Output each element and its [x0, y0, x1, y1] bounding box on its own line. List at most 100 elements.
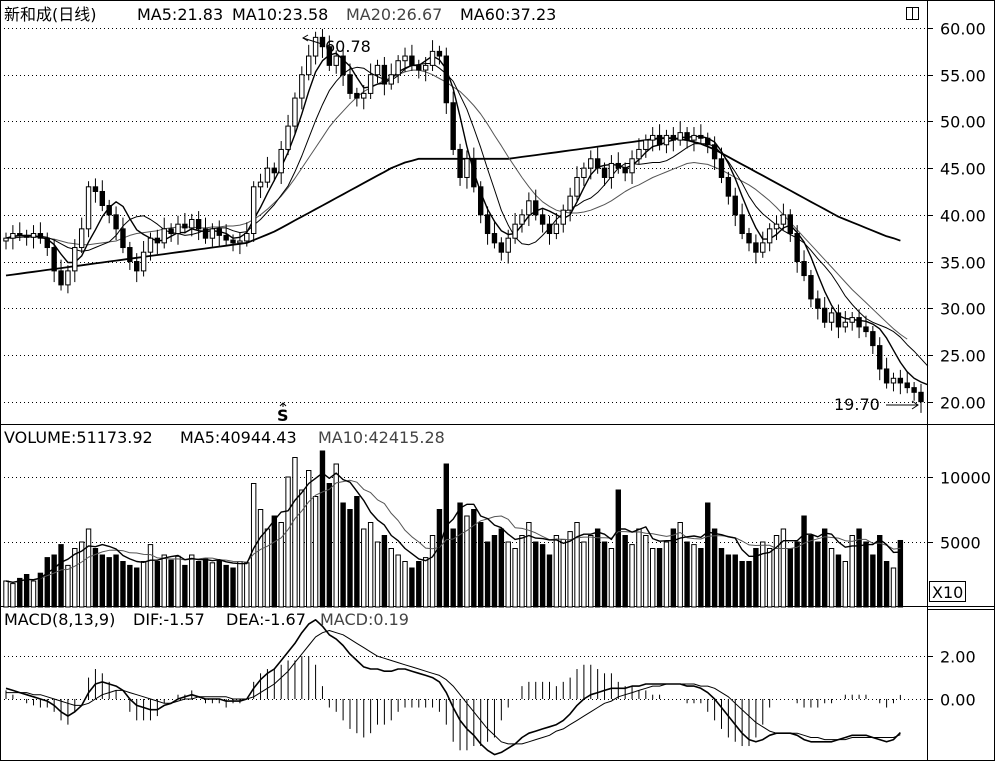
window-toggle-icon[interactable]: [906, 7, 919, 20]
candle-up: [85, 186, 92, 230]
macd-tick-label: 0.00: [940, 691, 976, 710]
candle-down: [656, 134, 663, 146]
candle-down: [202, 228, 209, 239]
volume-bar-down: [856, 528, 862, 608]
candle-up: [306, 55, 312, 76]
volume-bar-down: [725, 554, 732, 608]
candle-down: [732, 195, 738, 216]
candle-up: [244, 233, 250, 242]
macd-header-dea: DEA:-1.67: [226, 610, 306, 629]
price-tick-label: 55.00: [940, 67, 986, 86]
candle-up: [649, 134, 656, 141]
volume-bar-up: [244, 562, 250, 608]
volume-bar-up: [395, 554, 401, 608]
candle-down: [897, 377, 904, 384]
candle-up: [567, 195, 573, 211]
volume-bar-up: [374, 541, 381, 608]
volume-tick-label: 10000: [940, 469, 991, 488]
candle-down: [835, 312, 842, 328]
volume-bar-up: [10, 583, 16, 608]
volume-bar-down: [484, 541, 491, 608]
candle-down: [182, 223, 188, 229]
volume-bar-down: [477, 522, 484, 608]
volume-bar-down: [120, 561, 126, 608]
volume-bar-down: [711, 528, 718, 608]
volume-bar-down: [154, 561, 161, 608]
volume-bar-up: [760, 541, 766, 608]
volume-bar-down: [870, 554, 876, 608]
candle-down: [594, 158, 601, 169]
candle-up: [429, 50, 436, 66]
candle-down: [326, 46, 333, 66]
candle-up: [422, 64, 429, 71]
volume-bar-down: [753, 548, 759, 608]
volume-bar-up: [175, 555, 181, 608]
candle-up: [519, 214, 525, 225]
candle-up: [374, 64, 381, 76]
volume-bar-down: [498, 528, 505, 608]
volume-bar-down: [17, 577, 23, 608]
volume-bar-up: [299, 489, 305, 608]
candle-up: [588, 158, 594, 169]
volume-bar-down: [436, 509, 443, 608]
volume-bar-up: [691, 544, 697, 608]
candle-down: [801, 261, 807, 277]
volume-bar-up: [560, 538, 566, 608]
candle-down: [863, 326, 869, 333]
candle-up: [209, 228, 216, 239]
grid-lines: [0, 28, 927, 700]
price-tick-label: 20.00: [940, 394, 986, 413]
candle-down: [319, 36, 326, 48]
candle-down: [230, 239, 236, 244]
volume-bar-down: [99, 554, 106, 608]
candle-up: [505, 237, 511, 253]
volume-ma-lines: [5, 472, 901, 583]
candle-down: [44, 237, 50, 249]
volume-bar-up: [264, 528, 271, 608]
volume-bar-up: [464, 515, 470, 608]
candle-up: [643, 139, 649, 150]
volume-bar-down: [271, 515, 278, 608]
candle-down: [443, 55, 450, 104]
candle-down: [216, 228, 222, 236]
volume-header-ma5: MA5:40944.43: [180, 428, 297, 447]
candle-up: [629, 158, 635, 174]
volume-bar-down: [202, 558, 209, 608]
volume-bar-down: [58, 544, 64, 608]
volume-bar-down: [113, 554, 119, 608]
volume-bar-up: [278, 522, 284, 608]
volume-bar-up: [574, 522, 580, 608]
macd-header-dif: DIF:-1.57: [133, 610, 205, 629]
candle-down: [808, 275, 814, 300]
volume-bar-down: [51, 554, 57, 608]
volume-bar-up: [828, 548, 835, 608]
candle-down: [856, 317, 862, 328]
candle-down: [904, 382, 910, 389]
volume-bar-up: [333, 463, 339, 608]
candle-up: [890, 377, 897, 384]
volume-bar-down: [216, 559, 222, 608]
volume-bar-down: [195, 561, 202, 608]
candle-up: [780, 214, 787, 225]
candle-up: [395, 60, 401, 76]
candle-up: [175, 223, 181, 235]
candle-down: [271, 167, 278, 174]
volume-bar-up: [553, 535, 560, 608]
volume-bar-up: [608, 548, 615, 608]
price-axis: 60.00 55.00 50.00 45.00 40.00 35.00 30.00 25.00…: [927, 20, 986, 413]
volume-unit-text: X10: [932, 583, 963, 602]
candle-down: [113, 214, 119, 230]
candle-down: [883, 368, 890, 384]
candle-up: [849, 317, 855, 323]
candle-up: [464, 158, 470, 178]
volume-bar-up: [842, 561, 849, 608]
candle-up: [553, 223, 560, 235]
volume-bar-down: [877, 535, 883, 608]
volume-bar-down: [443, 463, 450, 608]
candle-down: [37, 233, 44, 239]
volume-tick-label: 5000: [940, 534, 981, 553]
candle-down: [753, 242, 759, 253]
volume-bar-up: [237, 561, 243, 608]
volume-bar-up: [161, 554, 167, 608]
